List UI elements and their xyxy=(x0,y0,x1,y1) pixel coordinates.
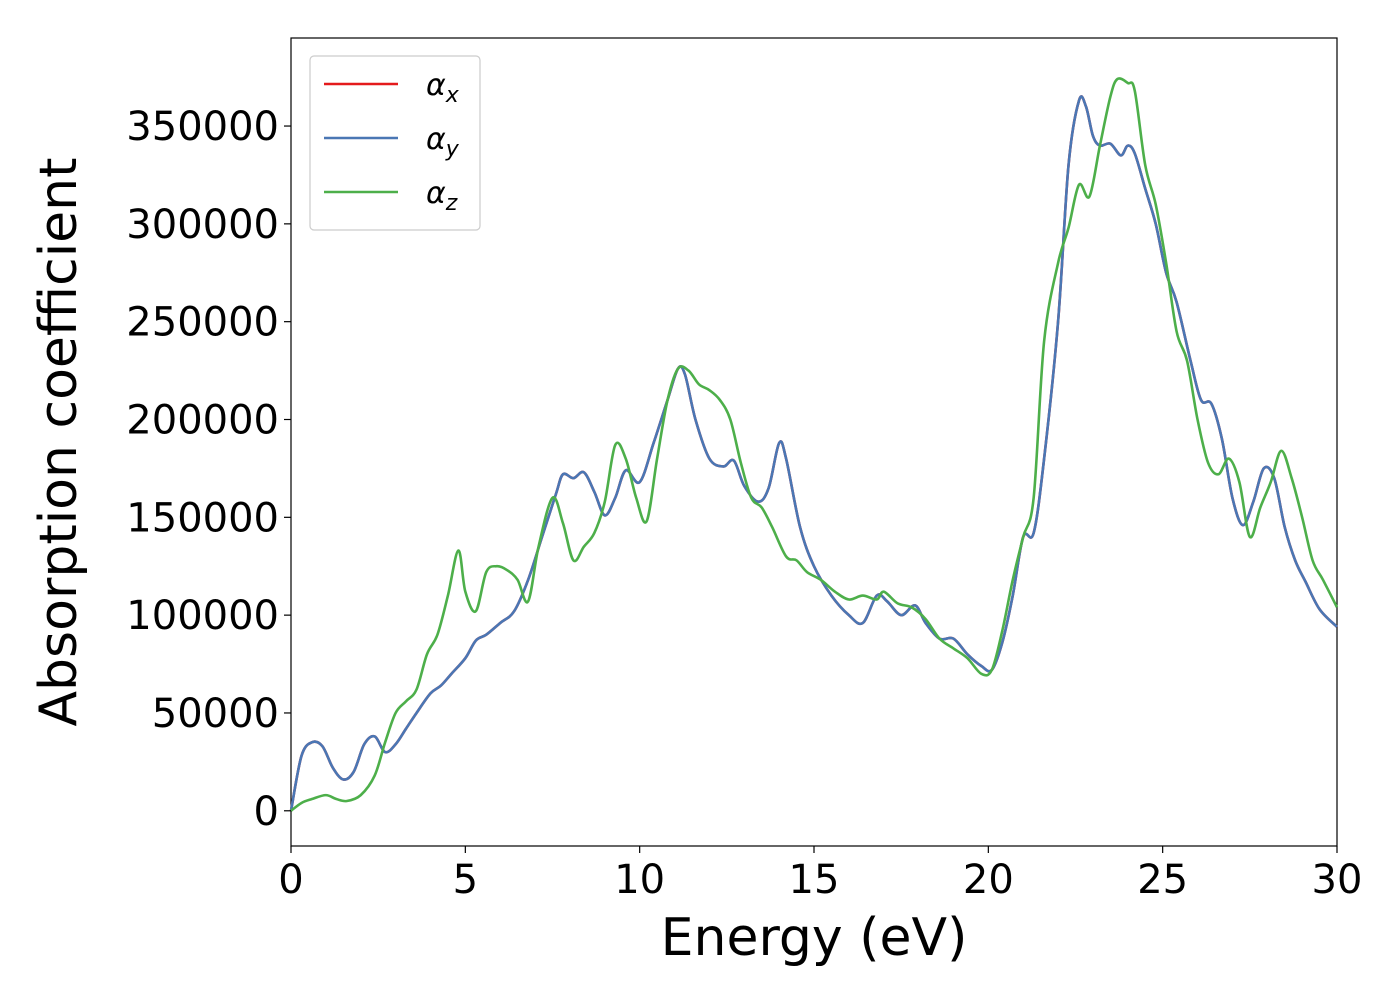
y-tick-label: 100000 xyxy=(126,593,279,639)
x-axis-ticks: 0 5 10 15 20 25 30 xyxy=(278,846,1362,903)
x-tick-label: 15 xyxy=(789,857,840,903)
x-tick-label: 5 xyxy=(453,857,478,903)
y-tick-label: 150000 xyxy=(126,495,279,541)
x-axis-title: Energy (eV) xyxy=(661,908,968,968)
y-tick-label: 200000 xyxy=(126,398,279,444)
y-tick-label: 0 xyxy=(254,789,279,835)
y-tick-label: 300000 xyxy=(126,202,279,248)
y-axis-ticks: 0 50000 100000 150000 200000 250000 300000 3500… xyxy=(126,104,291,835)
y-tick-label: 350000 xyxy=(126,104,279,150)
x-tick-label: 20 xyxy=(963,857,1014,903)
x-tick-label: 0 xyxy=(278,857,303,903)
x-tick-label: 30 xyxy=(1312,857,1363,903)
legend-box xyxy=(309,55,481,231)
y-tick-label: 50000 xyxy=(152,691,279,737)
y-tick-label: 250000 xyxy=(126,300,279,346)
series-line-z xyxy=(290,77,1339,812)
series-layer xyxy=(289,77,1339,812)
legend-label-y: αy xyxy=(426,122,460,162)
y-axis-title: Absorption coefficient xyxy=(29,157,89,726)
x-tick-label: 25 xyxy=(1137,857,1188,903)
x-tick-label: 10 xyxy=(614,857,665,903)
